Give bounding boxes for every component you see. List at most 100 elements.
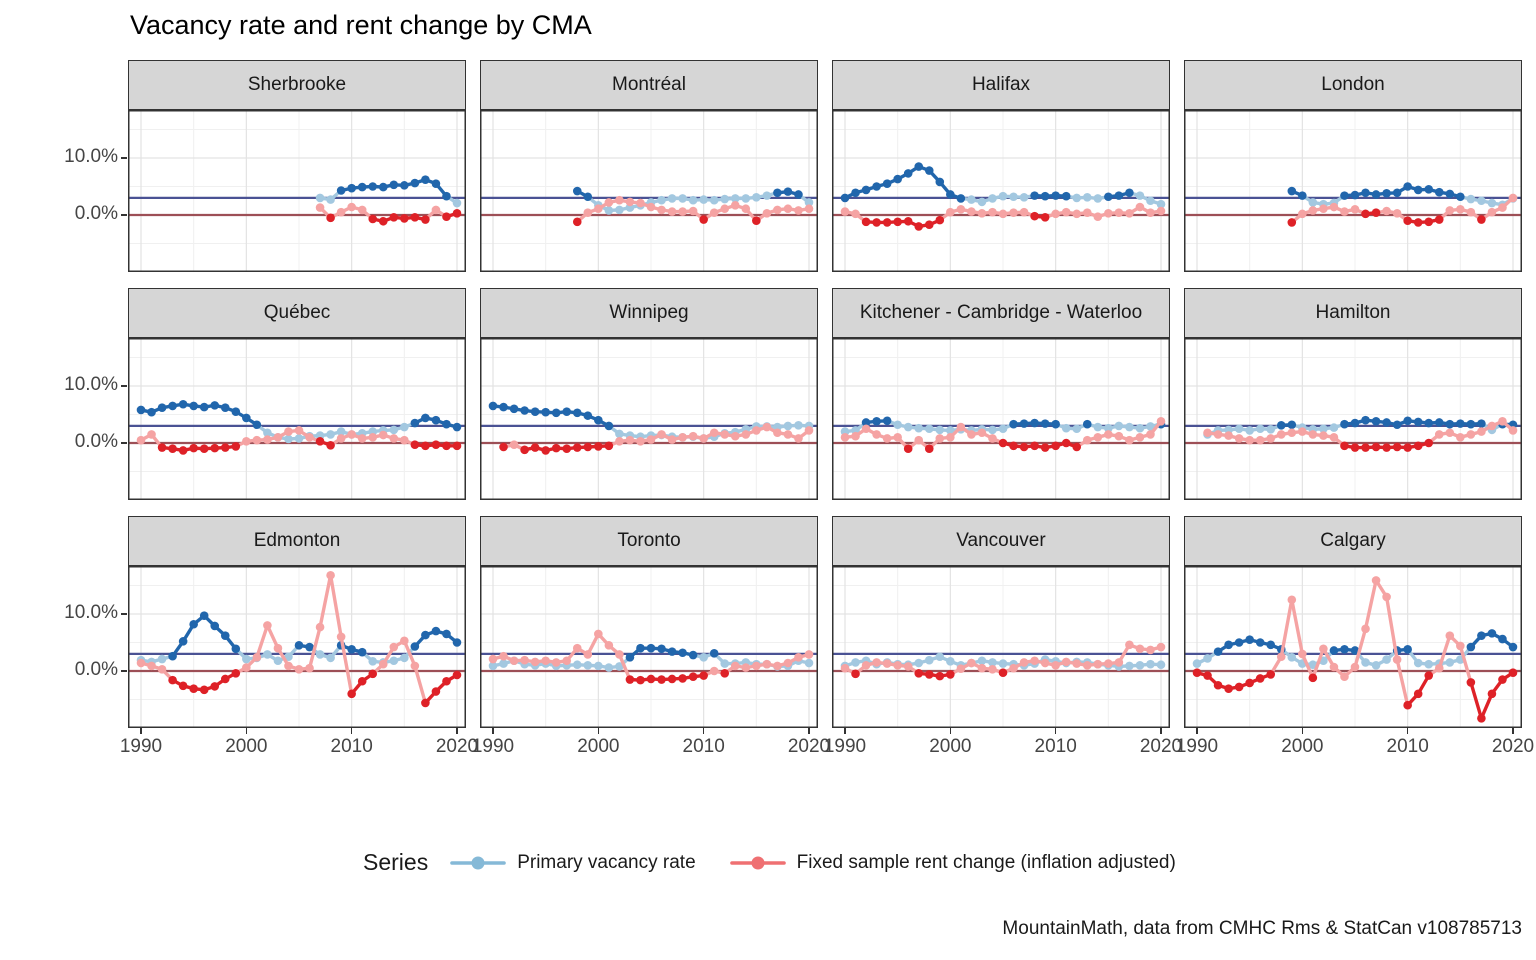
x-axis-tick [844, 728, 846, 734]
facet-strip: Québec [128, 288, 466, 338]
legend-item-rent: Fixed sample rent change (inflation adju… [729, 851, 1176, 875]
facet-plot [832, 338, 1170, 500]
facet-title: Sherbrooke [247, 74, 347, 95]
legend-item-vacancy: Primary vacancy rate [450, 851, 696, 875]
facet-vancouver: Vancouver [832, 516, 1170, 728]
x-axis-tick [140, 728, 142, 734]
y-axis-label: 0.0% [74, 659, 118, 680]
facet-montr-al: Montréal [480, 60, 818, 272]
legend-key-rent-icon [729, 856, 786, 869]
x-axis-tick [1406, 728, 1409, 734]
facet-title: Vancouver [956, 530, 1046, 551]
x-axis-label: 2010 [1034, 736, 1077, 757]
facet-calgary: Calgary [1184, 516, 1522, 728]
legend: Series Primary vacancy rate Fixed sample… [363, 849, 1210, 876]
facet-london: London [1184, 60, 1522, 272]
facet-hamilton: Hamilton [1184, 288, 1522, 500]
x-axis-label: 1990 [823, 736, 867, 757]
x-axis-tick [456, 728, 458, 734]
y-axis-label: 10.0% [64, 146, 118, 167]
facet-plot [128, 338, 466, 500]
facet-strip: Winnipeg [480, 288, 818, 338]
facet-plot [832, 110, 1170, 272]
x-axis-label: 2000 [929, 736, 972, 757]
facet-strip: Vancouver [832, 516, 1170, 566]
y-axis-tick [121, 214, 127, 216]
x-axis-tick [350, 728, 353, 734]
facet-plot [832, 566, 1170, 728]
facet-title: Kitchener - Cambridge - Waterloo [859, 302, 1143, 323]
facet-plot [1184, 338, 1522, 500]
facet-strip: Toronto [480, 516, 818, 566]
facet-strip: Kitchener - Cambridge - Waterloo [832, 288, 1170, 338]
facet-plot [1184, 566, 1522, 728]
facet-title: Halifax [971, 74, 1031, 95]
legend-key-vacancy-icon [450, 856, 507, 869]
x-axis-label: 2020 [435, 736, 479, 757]
facet-plot [128, 110, 466, 272]
facet-strip: Hamilton [1184, 288, 1522, 338]
facet-edmonton: Edmonton [128, 516, 466, 728]
facet-plot [480, 566, 818, 728]
y-axis-tick [121, 157, 127, 159]
x-axis-tick [949, 728, 952, 734]
facet-strip: Sherbrooke [128, 60, 466, 110]
legend-title: Series [363, 849, 429, 875]
x-axis-label: 2010 [1386, 736, 1429, 757]
x-axis-tick [492, 728, 494, 734]
facet-kitchener-cambridge-waterloo: Kitchener - Cambridge - Waterloo [832, 288, 1170, 500]
x-axis-tick [1301, 728, 1304, 734]
caption: MountainMath, data from CMHC Rms & StatC… [1002, 918, 1522, 939]
facet-title: Calgary [1320, 530, 1386, 551]
x-axis-label: 2020 [1491, 736, 1535, 757]
facet-title: Québec [263, 302, 331, 323]
facet-halifax: Halifax [832, 60, 1170, 272]
x-axis-label: 1990 [1175, 736, 1219, 757]
y-axis-label: 0.0% [74, 203, 118, 224]
x-axis-tick [1512, 728, 1514, 734]
facet-title: Hamilton [1315, 302, 1391, 323]
legend-label-rent: Fixed sample rent change (inflation adju… [796, 851, 1176, 873]
x-axis-tick [808, 728, 810, 734]
y-axis-label: 10.0% [64, 374, 118, 395]
facet-toronto: Toronto [480, 516, 818, 728]
x-axis-tick [1160, 728, 1162, 734]
x-axis-tick [702, 728, 705, 734]
x-axis-tick [597, 728, 600, 734]
facet-title: Winnipeg [609, 302, 689, 323]
x-axis-label: 2010 [330, 736, 373, 757]
x-axis-tick [1054, 728, 1057, 734]
x-axis-label: 2000 [1281, 736, 1324, 757]
x-axis-label: 2020 [787, 736, 831, 757]
x-axis-label: 2020 [1139, 736, 1183, 757]
y-axis-label: 0.0% [74, 431, 118, 452]
legend-label-vacancy: Primary vacancy rate [517, 851, 696, 873]
facet-title: Edmonton [253, 530, 341, 551]
x-axis-label: 2010 [682, 736, 725, 757]
y-axis-tick [121, 613, 127, 615]
facet-strip: London [1184, 60, 1522, 110]
facet-title: London [1321, 74, 1385, 95]
x-axis-label: 2000 [225, 736, 268, 757]
x-axis-label: 2000 [577, 736, 620, 757]
facet-strip: Montréal [480, 60, 818, 110]
facet-plot [480, 110, 818, 272]
chart-title: Vacancy rate and rent change by CMA [130, 10, 592, 40]
facet-plot [1184, 110, 1522, 272]
y-axis-tick [121, 385, 127, 387]
facet-strip: Calgary [1184, 516, 1522, 566]
y-axis-tick [121, 670, 127, 672]
facet-strip: Edmonton [128, 516, 466, 566]
facet-title: Toronto [617, 530, 681, 551]
facet-title: Montréal [612, 74, 686, 95]
x-axis-tick [1196, 728, 1198, 734]
x-axis-label: 1990 [471, 736, 515, 757]
y-axis-label: 10.0% [64, 602, 118, 623]
facet-plot [128, 566, 466, 728]
facet-winnipeg: Winnipeg [480, 288, 818, 500]
facet-sherbrooke: Sherbrooke [128, 60, 466, 272]
facet-strip: Halifax [832, 60, 1170, 110]
y-axis-tick [121, 442, 127, 444]
x-axis-label: 1990 [119, 736, 163, 757]
